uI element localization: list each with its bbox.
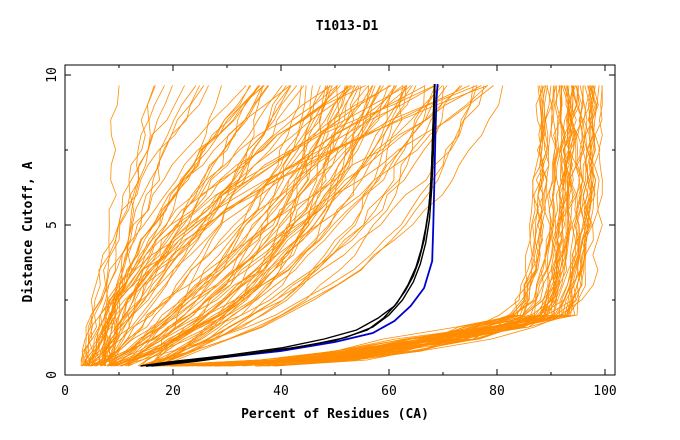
background-model-line (145, 85, 360, 367)
background-model-line (185, 85, 565, 367)
highlighted-model-line (151, 83, 436, 367)
background-model-line (152, 85, 417, 367)
background-model-line (259, 85, 558, 367)
background-model-line (89, 85, 338, 367)
background-model-line (91, 85, 488, 367)
reference-model-line (145, 83, 439, 367)
background-model-line (263, 85, 579, 367)
background-model-line (164, 85, 504, 367)
background-model-line (89, 85, 260, 367)
background-model-line (224, 85, 603, 367)
background-model-line (112, 85, 463, 367)
background-model-line (202, 85, 553, 367)
background-model-line (106, 85, 389, 367)
background-model-line (107, 85, 445, 367)
x-tick-label: 40 (273, 384, 289, 399)
background-model-line (121, 85, 376, 367)
background-model-line (107, 85, 426, 367)
background-model-line (107, 85, 395, 367)
background-model-line (83, 85, 488, 367)
background-model-line (154, 85, 585, 367)
x-axis-ticks: 0 20 40 60 80 100 (61, 65, 617, 399)
x-tick-label: 20 (165, 384, 181, 399)
background-model-line (119, 85, 474, 367)
background-model-lines (80, 85, 603, 367)
background-model-line (146, 85, 485, 367)
background-model-line (158, 85, 542, 367)
background-model-line (125, 85, 329, 367)
background-model-line (91, 85, 353, 367)
plot-frame (64, 64, 616, 376)
background-model-line (180, 85, 563, 367)
background-model-line (81, 85, 270, 367)
background-model-line (196, 85, 552, 367)
background-model-line (156, 85, 406, 367)
background-model-line (101, 85, 265, 367)
background-model-line (114, 85, 339, 367)
x-tick-label: 0 (61, 384, 69, 399)
background-model-line (127, 85, 302, 367)
y-tick-label: 10 (45, 67, 60, 83)
background-model-line (109, 85, 494, 367)
background-model-line (141, 85, 461, 367)
background-model-line (98, 85, 252, 367)
background-model-line (99, 85, 120, 367)
background-model-line (87, 85, 373, 367)
background-model-line (86, 85, 435, 367)
background-model-line (169, 85, 594, 367)
background-model-line (255, 85, 603, 367)
y-tick-label: 5 (45, 221, 60, 229)
background-model-line (204, 85, 594, 367)
background-model-line (95, 85, 396, 367)
background-model-line (101, 85, 366, 367)
background-model-line (149, 85, 440, 367)
background-model-line (95, 85, 222, 367)
chart-title: T1013-D1 (316, 19, 379, 34)
y-axis-label: Distance Cutoff, A (21, 161, 36, 302)
background-model-line (139, 85, 425, 367)
x-axis-label: Percent of Residues (CA) (241, 407, 429, 422)
background-model-line (94, 85, 482, 367)
background-model-line (108, 85, 263, 367)
y-axis-ticks: 0 5 10 (45, 67, 615, 379)
background-model-line (119, 85, 382, 367)
background-model-line (127, 85, 349, 367)
background-model-line (84, 85, 185, 367)
background-model-line (165, 85, 562, 367)
x-tick-label: 80 (489, 384, 505, 399)
background-model-line (116, 85, 321, 367)
x-tick-label: 100 (593, 384, 616, 399)
x-tick-label: 60 (381, 384, 397, 399)
highlighted-model-lines (140, 83, 439, 367)
background-model-line (183, 85, 566, 367)
background-model-line (272, 85, 572, 367)
background-model-line (103, 85, 478, 367)
background-model-line (111, 85, 197, 367)
background-model-line (82, 85, 173, 367)
background-model-line (111, 85, 412, 367)
background-model-line (139, 85, 584, 367)
background-model-line (109, 85, 292, 367)
background-model-line (159, 85, 329, 367)
y-tick-label: 0 (45, 371, 60, 379)
